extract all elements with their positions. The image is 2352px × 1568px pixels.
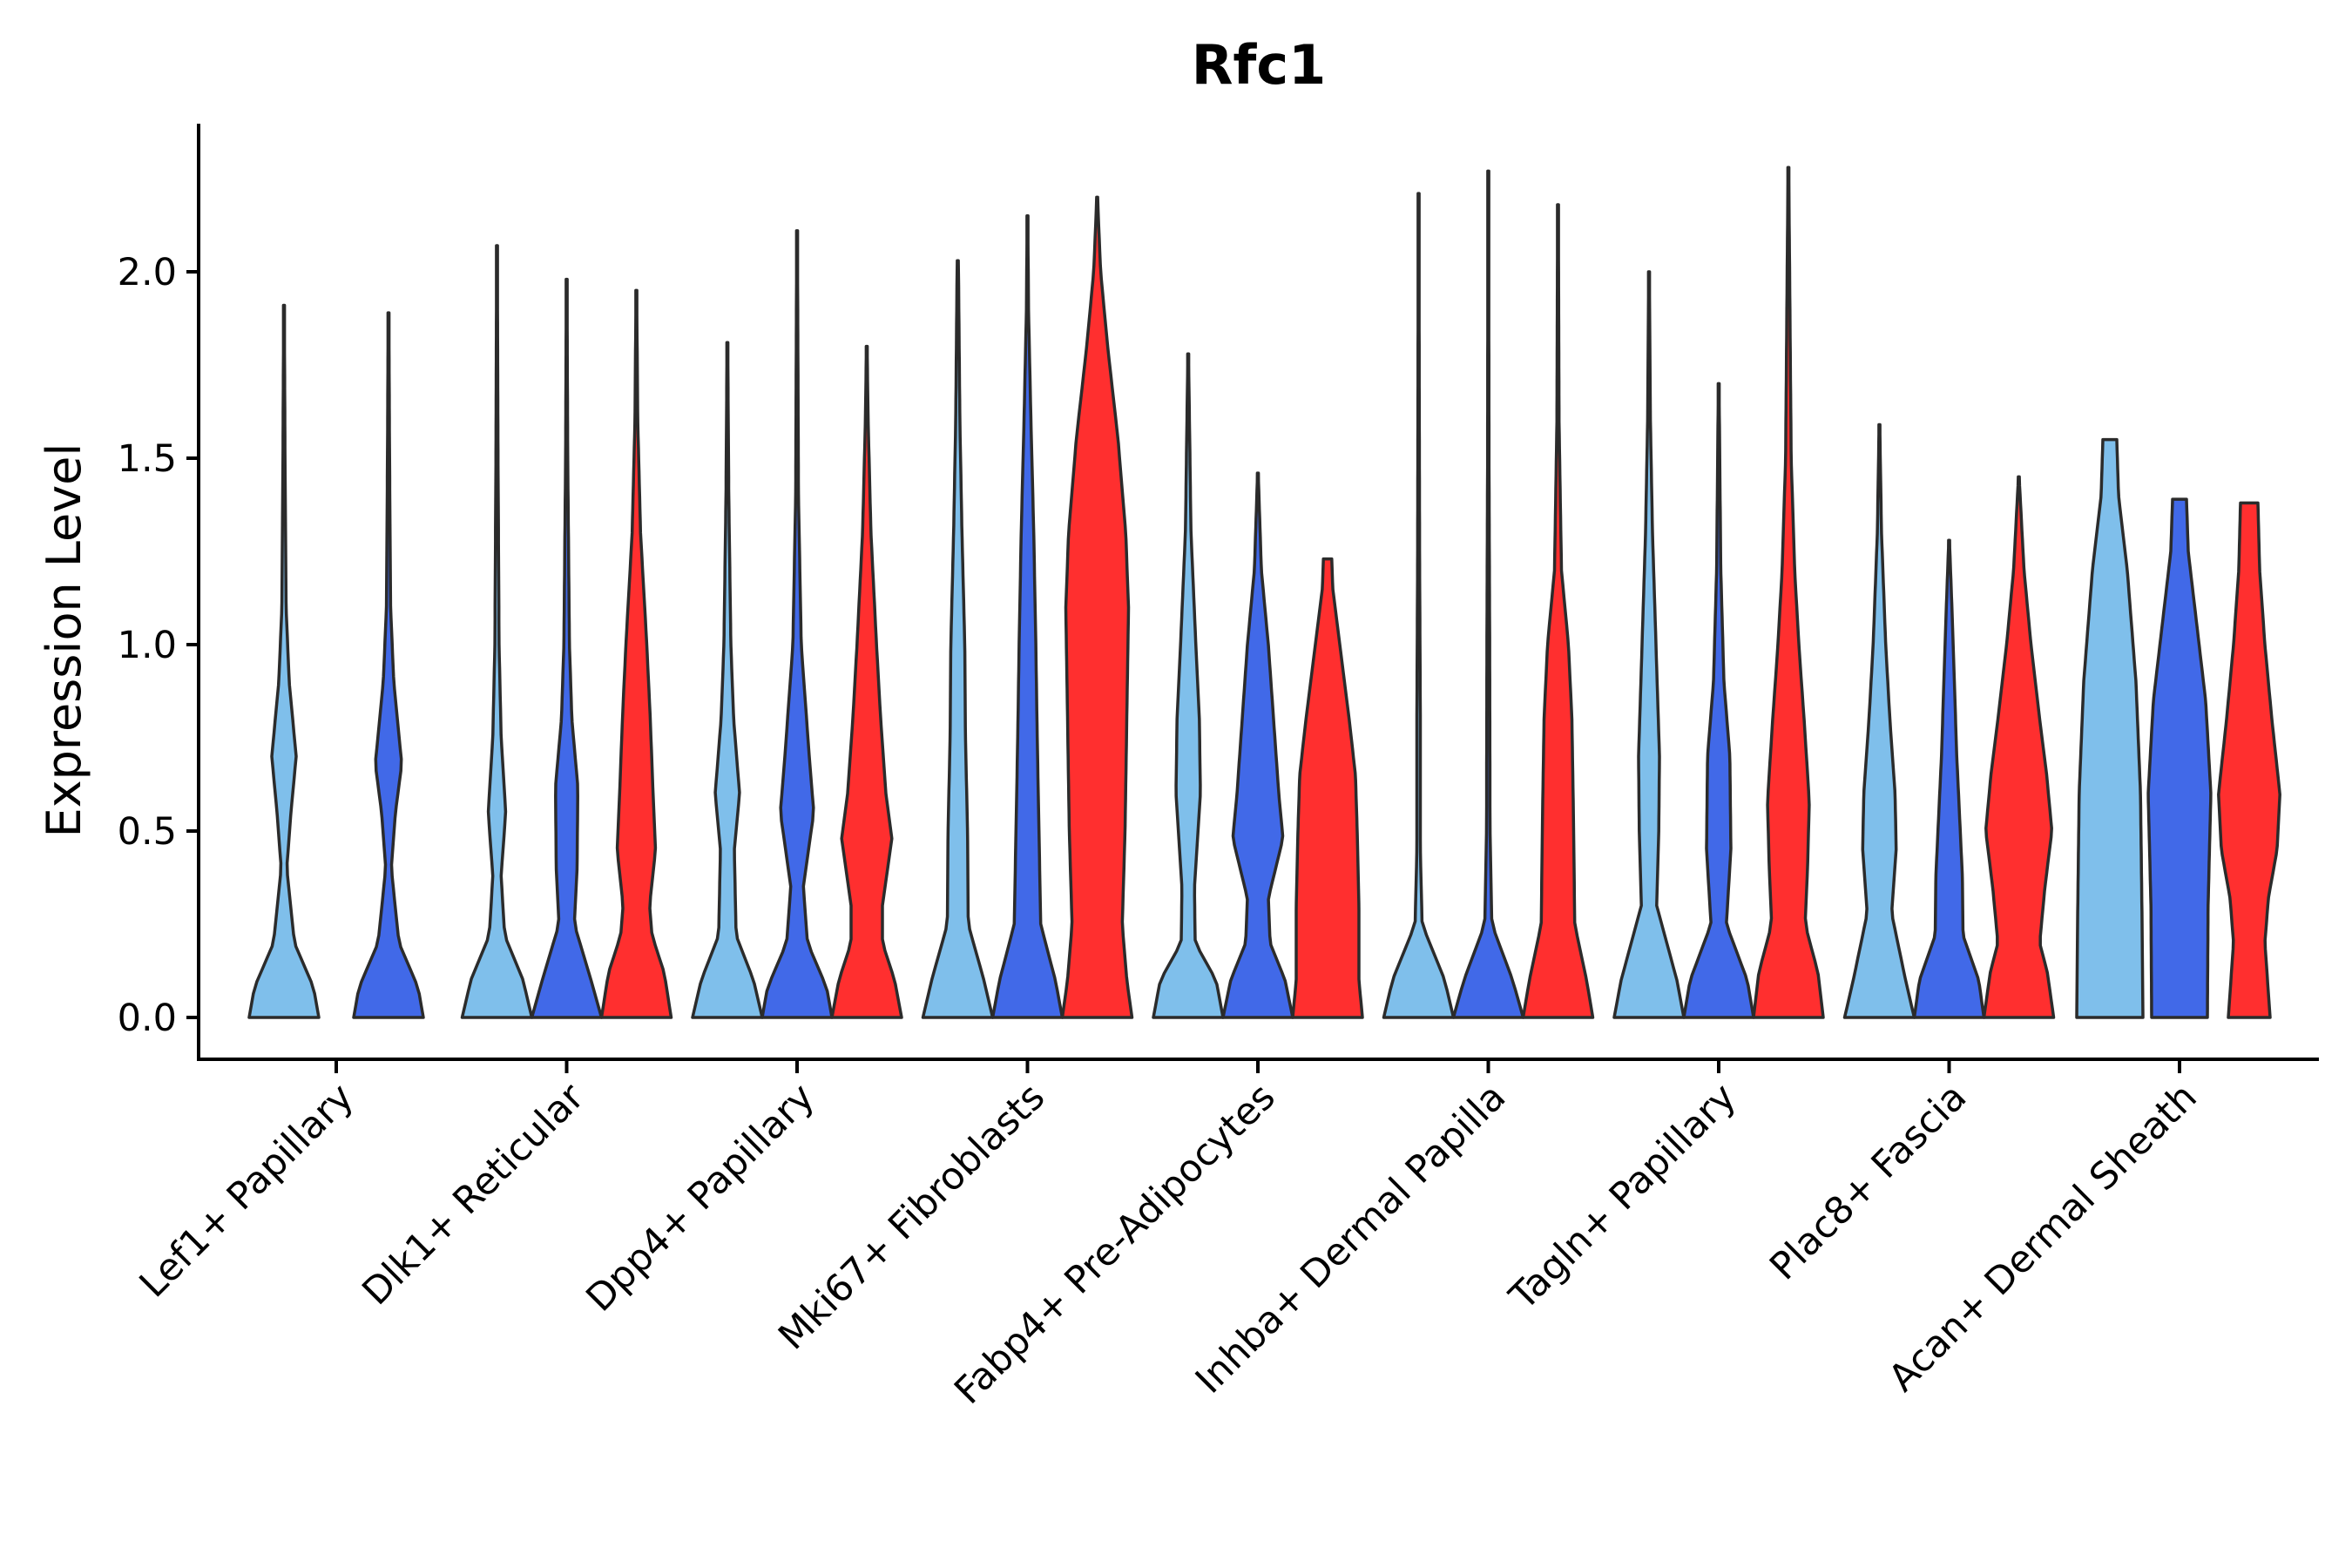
violin-red xyxy=(2217,501,2281,1019)
violin-blue xyxy=(760,229,834,1019)
x-tick-label: Plac8+ Fascia xyxy=(1761,1075,1975,1288)
violin-light xyxy=(921,259,995,1019)
x-tick-label: Dpp4+ Papillary xyxy=(578,1075,823,1320)
y-tick-label: 1.0 xyxy=(118,624,177,667)
violin-blue xyxy=(990,214,1064,1019)
violin-light xyxy=(691,341,764,1019)
y-tick-label: 0.0 xyxy=(118,997,177,1040)
violin-blue xyxy=(352,311,425,1019)
violin-light xyxy=(1842,422,1916,1019)
violins-layer xyxy=(247,166,2281,1019)
violin-light xyxy=(1382,192,1456,1019)
violin-blue xyxy=(1682,382,1755,1019)
violin-blue xyxy=(2146,497,2213,1019)
violin-light xyxy=(1152,352,1225,1019)
violin-blue xyxy=(1221,471,1294,1019)
violin-light xyxy=(2075,437,2145,1019)
y-axis-label: Expression Level xyxy=(37,443,91,838)
x-tick-label: Tagln+ Papillary xyxy=(1501,1075,1745,1319)
violin-red xyxy=(1291,557,1364,1019)
violin-red xyxy=(1060,195,1134,1019)
x-tick-label: Lef1+ Papillary xyxy=(132,1075,362,1306)
y-tick-label: 1.5 xyxy=(118,437,177,481)
violin-blue xyxy=(1912,538,1986,1019)
x-tick-label: Dlk1+ Reticular xyxy=(355,1075,593,1314)
violin-red xyxy=(1752,166,1825,1019)
violin-red xyxy=(1521,203,1595,1019)
violin-light xyxy=(460,244,534,1019)
y-ticks: 0.0 0.5 1.0 1.5 2.0 xyxy=(118,251,199,1040)
violin-red xyxy=(1982,475,2056,1019)
violin-blue xyxy=(530,277,604,1019)
chart-title: Rfc1 xyxy=(1192,33,1327,97)
x-tick-label: Mki67+ Fibroblasts xyxy=(770,1075,1053,1358)
violin-light xyxy=(1612,270,1686,1019)
violin-light xyxy=(247,303,321,1019)
y-tick-label: 2.0 xyxy=(118,251,177,294)
violin-red xyxy=(599,288,673,1019)
violin-red xyxy=(830,344,903,1019)
y-tick-label: 0.5 xyxy=(118,810,177,854)
violin-blue xyxy=(1451,169,1525,1019)
